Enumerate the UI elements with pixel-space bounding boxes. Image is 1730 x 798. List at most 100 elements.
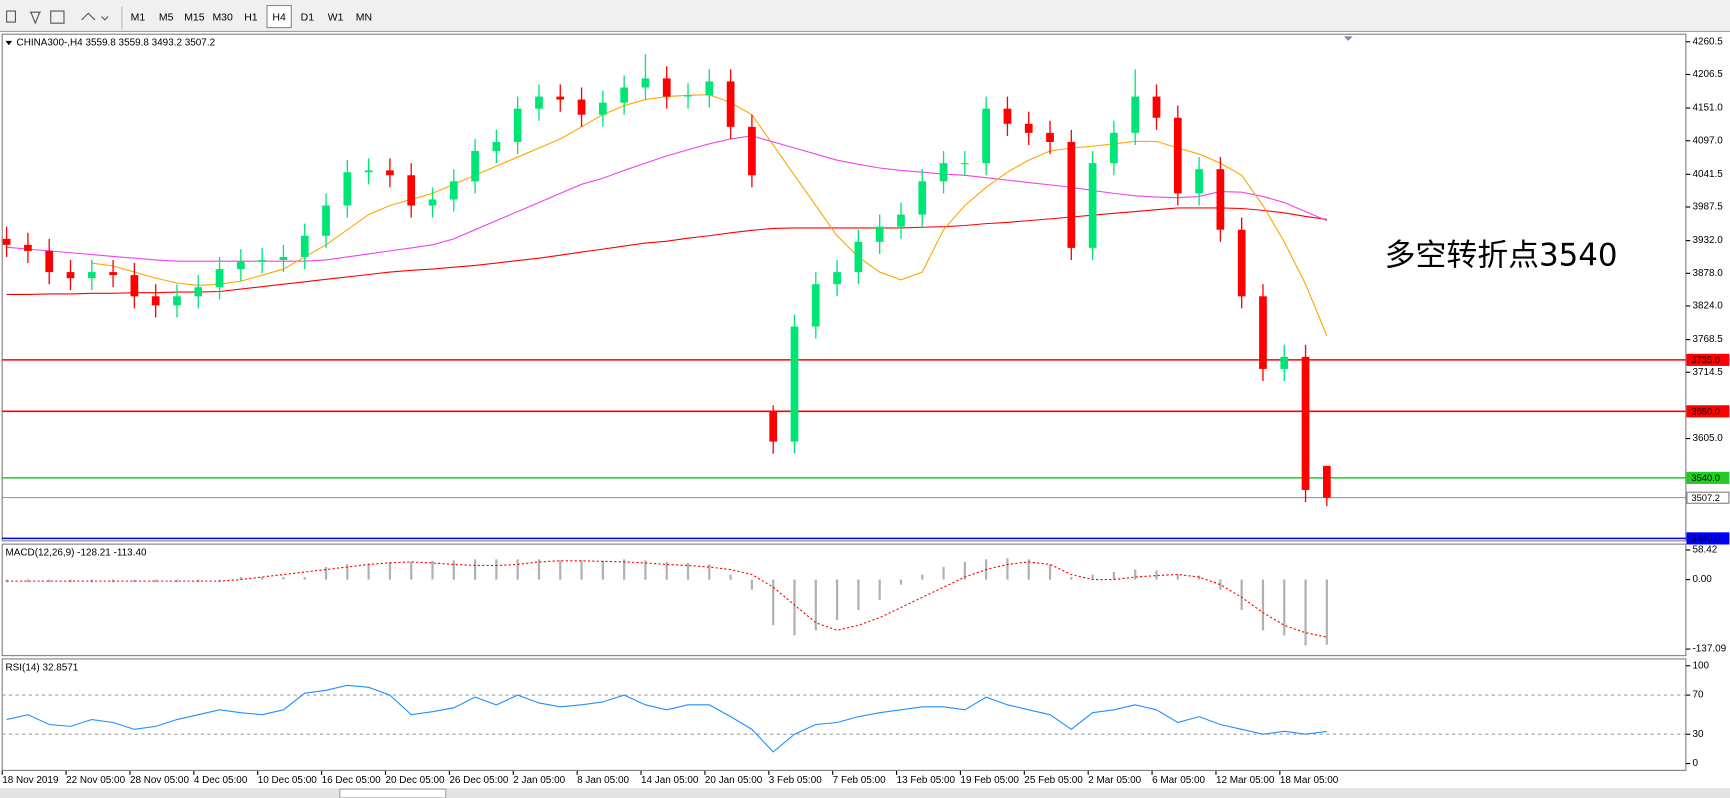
shift-marker — [1343, 36, 1353, 41]
y-tick-label: -137.09 — [1692, 644, 1726, 655]
candle-body — [1216, 169, 1225, 230]
candle-body — [960, 163, 969, 165]
candle-body — [471, 151, 479, 182]
macd-bar — [921, 574, 924, 580]
candle-body — [194, 287, 203, 297]
icon-shapes[interactable] — [81, 12, 109, 21]
timeframe-button[interactable]: H1 — [244, 12, 258, 23]
macd-bar — [1155, 570, 1158, 580]
y-tick-label: 0.00 — [1692, 574, 1712, 585]
macd-bar — [1325, 579, 1328, 645]
y-tick-label: 70 — [1692, 690, 1704, 701]
macd-bar — [963, 561, 966, 580]
panel-title: RSI(14) 32.8571 — [6, 662, 79, 673]
candle-body — [449, 181, 458, 200]
timeframe-button[interactable]: M5 — [159, 12, 174, 23]
timeframe-button[interactable]: H4 — [272, 12, 286, 23]
x-tick-label: 28 Nov 05:00 — [130, 775, 189, 786]
macd-bar — [431, 560, 434, 580]
y-tick-label: 3987.5 — [1692, 202, 1723, 213]
y-tick-label: 4260.5 — [1692, 36, 1723, 47]
chart-tab[interactable] — [339, 788, 447, 798]
candle-body — [300, 235, 309, 257]
timeframe-button[interactable]: W1 — [328, 12, 344, 23]
price-level-label: 3735.0 — [1691, 355, 1720, 365]
y-tick-label: 4206.5 — [1692, 69, 1723, 80]
x-tick-label: 22 Nov 05:00 — [66, 775, 125, 786]
macd-bar — [133, 579, 136, 583]
timeframe-button[interactable]: MN — [356, 12, 372, 23]
candle-body — [1237, 229, 1246, 297]
chart-menu-arrow[interactable] — [5, 40, 13, 46]
macd-bar — [729, 574, 732, 580]
candle-body — [130, 275, 139, 297]
macd-bar — [1261, 579, 1265, 631]
candle-body — [492, 141, 501, 152]
y-tick-label: 3714.5 — [1692, 367, 1723, 378]
macd-bar — [1112, 572, 1116, 580]
candle-body — [897, 214, 905, 227]
macd-signal — [6, 560, 1327, 638]
macd-bar — [1219, 579, 1222, 590]
candle-body — [1173, 117, 1182, 194]
macd-bar — [346, 564, 349, 580]
candle-body — [662, 78, 671, 97]
moving-average — [6, 207, 1327, 296]
candle-body — [854, 241, 863, 273]
icon-text[interactable] — [29, 11, 41, 25]
candle-body — [918, 181, 927, 215]
timeframe-button[interactable]: M30 — [212, 12, 233, 23]
macd-bar — [261, 577, 264, 580]
macd-bar — [686, 562, 690, 580]
chart-window — [0, 32, 1730, 789]
icon-label[interactable] — [50, 10, 65, 24]
candle-body — [66, 272, 75, 279]
annotation: 多空转折点3540 — [1385, 238, 1618, 274]
macd-bar — [495, 559, 498, 580]
timeframe-button[interactable]: D1 — [301, 12, 315, 23]
candle-body — [513, 108, 522, 142]
macd-bar — [750, 579, 754, 590]
panel-frame — [1, 658, 1687, 771]
macd-bar — [516, 559, 519, 580]
candle-body — [598, 102, 607, 115]
candle-body — [109, 272, 117, 276]
x-tick-label: 25 Feb 05:00 — [1024, 775, 1083, 786]
candle-body — [151, 296, 160, 306]
candle-body — [1003, 108, 1012, 124]
candle-body — [1280, 356, 1289, 369]
timeframe-button[interactable]: M15 — [184, 12, 205, 23]
x-tick-label: 7 Feb 05:00 — [833, 775, 886, 786]
timeframe-button[interactable]: M1 — [131, 12, 146, 23]
x-tick-label: 3 Feb 05:00 — [769, 775, 822, 786]
price-level-box — [1686, 471, 1730, 484]
macd-bar — [1134, 569, 1137, 580]
macd-bar — [814, 579, 817, 631]
x-tick-label: 18 Nov 2019 — [2, 775, 59, 786]
candle-body — [1152, 96, 1161, 118]
candle-body — [24, 244, 32, 251]
candle-body — [705, 81, 714, 96]
macd-bar — [367, 563, 370, 580]
x-tick-label: 12 Mar 05:00 — [1216, 775, 1275, 786]
panel-frame — [1, 543, 1687, 657]
macd-bar — [857, 579, 860, 611]
macd-bar — [175, 579, 179, 583]
candle-body — [322, 205, 330, 236]
macd-bar — [835, 579, 839, 621]
macd-bar — [644, 560, 647, 580]
macd-bar — [580, 560, 583, 580]
x-tick-label: 2 Jan 05:00 — [513, 775, 565, 786]
candle-body — [982, 108, 991, 164]
macd-bar — [1070, 577, 1073, 580]
candle-body — [833, 272, 841, 285]
macd-bar — [303, 577, 306, 580]
candle-body — [45, 250, 54, 273]
macd-bar — [1048, 564, 1052, 580]
x-tick-label: 20 Jan 05:00 — [705, 775, 763, 786]
price-level-label: 3440.0 — [1691, 533, 1720, 543]
y-tick-label: 4097.0 — [1692, 135, 1723, 146]
icon-list[interactable] — [6, 10, 16, 23]
